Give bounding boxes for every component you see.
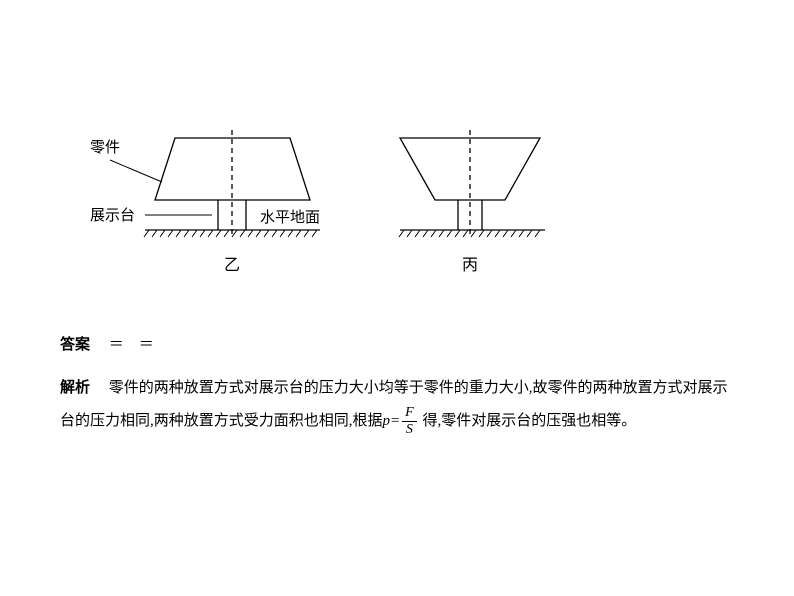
formula-eq: = — [390, 405, 400, 438]
solution-text-after: 得,零件对展示台的压强也相等。 — [419, 413, 637, 429]
physics-diagram: 乙 零件展示台 水平地面丙 — [90, 130, 570, 310]
diagram-svg: 乙 零件展示台 水平地面丙 — [90, 130, 570, 310]
answer-label: 答案 — [60, 337, 90, 353]
solution-section: 解析 零件的两种放置方式对展示台的压力大小均等于零件的重力大小,故零件的两种放置… — [60, 372, 734, 438]
formula-lhs: p — [383, 405, 391, 438]
formula-numerator: F — [402, 406, 417, 422]
formula-fraction: FS — [402, 406, 417, 437]
answer-text: ＝ ＝ — [94, 337, 154, 353]
svg-text:零件: 零件 — [90, 139, 120, 156]
formula-denominator: S — [402, 422, 417, 437]
svg-text:乙: 乙 — [224, 257, 240, 274]
svg-text:水平地面: 水平地面 — [260, 209, 320, 226]
solution-label: 解析 — [60, 380, 90, 396]
answer-section: 答案 ＝ ＝ — [60, 330, 734, 360]
svg-text:丙: 丙 — [462, 257, 478, 274]
svg-text:展示台: 展示台 — [90, 207, 135, 224]
